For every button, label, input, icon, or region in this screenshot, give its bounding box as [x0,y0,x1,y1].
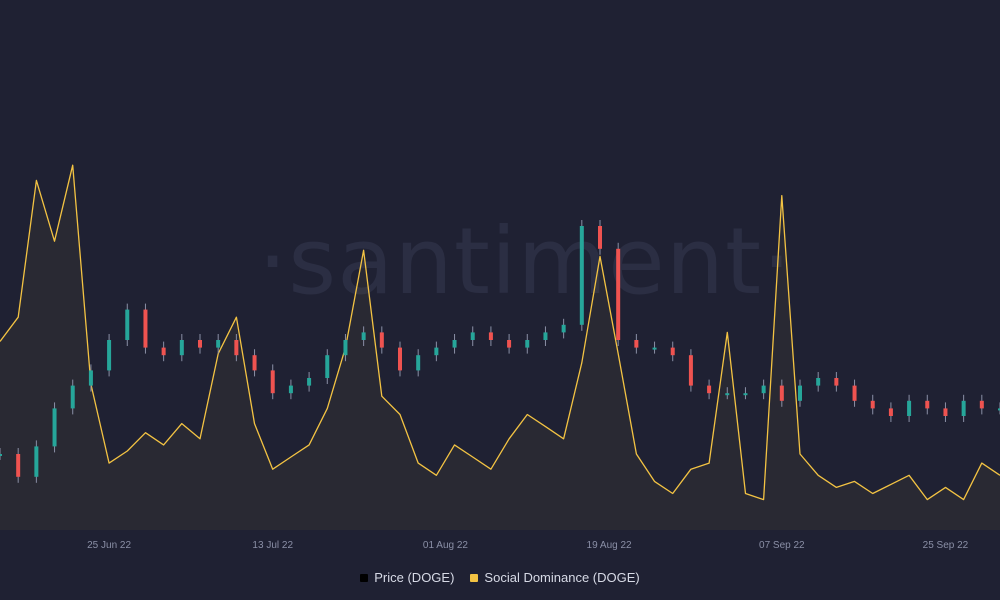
price-candle [379,326,384,354]
price-candle [361,326,366,346]
price-candle [998,402,1000,415]
price-legend-swatch [360,573,369,582]
price-candle [416,349,421,377]
price-candle [70,379,75,415]
price-candle [779,379,784,407]
price-candle [488,326,493,346]
price-candle [616,242,621,346]
price-candle [507,334,512,354]
price-candle [688,349,693,392]
legend-item-price[interactable]: Price (DOGE) [360,570,454,585]
price-candle [288,379,293,400]
price-candle [816,372,821,392]
social-dominance-line [0,164,1000,501]
price-candle [52,402,57,453]
price-candle [870,394,875,415]
price-candle [434,341,439,362]
price-candle [34,440,39,483]
price-candle [270,364,275,400]
price-candle [398,341,402,377]
price-candle [216,334,221,354]
price-candle [234,334,239,362]
price-candle [107,334,112,377]
price-candle [634,334,639,354]
price-candle [561,318,566,339]
x-tick-label: 25 Sep 22 [922,540,969,551]
price-candle [961,394,966,422]
price-candle [888,402,893,422]
price-candle [161,341,166,362]
price-candle [16,448,21,483]
price-candle [670,341,675,362]
price-candle [543,326,548,346]
social-dominance-legend-swatch [470,573,479,582]
price-candle [343,334,348,362]
price-candle [143,303,148,354]
price-candle [0,448,2,460]
price-candle [707,379,712,400]
x-tick-label: 25 Jun 22 [87,540,132,551]
legend-label-social-dominance: Social Dominance (DOGE) [484,570,640,585]
price-candle [798,379,802,407]
social-dominance-area [0,165,1000,530]
price-candle [743,387,748,400]
price-candle [307,372,312,392]
price-candle [252,349,257,377]
price-candle [179,334,184,362]
price-candle [198,334,202,354]
legend-item-social-dominance[interactable]: Social Dominance (DOGE) [470,570,640,585]
x-tick-label: 19 Aug 22 [586,540,632,551]
price-candle [325,349,330,384]
price-candle [925,394,930,415]
price-candle [943,402,948,422]
price-candle [125,303,130,346]
price-candle [907,394,912,422]
x-tick-label: 01 Aug 22 [422,540,468,551]
chart-legend: Price (DOGE) Social Dominance (DOGE) [0,570,1000,585]
price-candle [470,326,475,346]
legend-label-price: Price (DOGE) [374,570,455,585]
x-tick-label: 07 Sep 22 [759,540,805,551]
x-tick-label: 13 Jul 22 [252,540,294,551]
price-candle [579,220,584,331]
price-candle [598,220,602,255]
price-candle [88,364,93,392]
price-candle [852,379,857,407]
price-candle [761,379,766,400]
price-candle [725,387,730,400]
price-candle [525,334,530,354]
price-candle [979,394,984,415]
price-candle [452,334,457,354]
price-candle [652,341,657,354]
price-candle [834,372,839,392]
